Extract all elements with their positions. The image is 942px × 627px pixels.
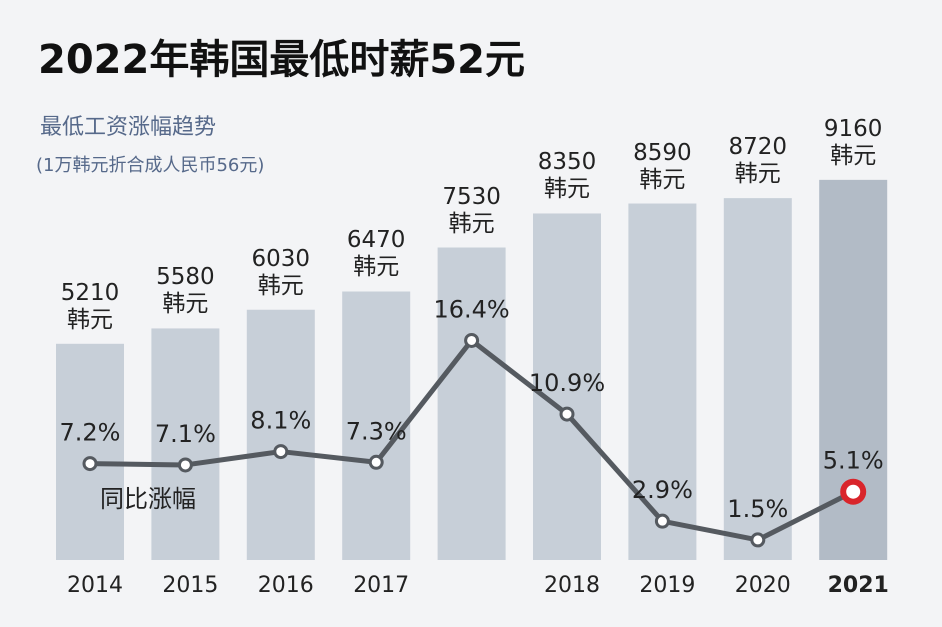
- point-value-label: 5.1%: [823, 447, 884, 475]
- point: [368, 454, 384, 470]
- x-tick-label: 2020: [735, 573, 791, 598]
- point-value-label: 7.1%: [155, 420, 216, 448]
- bar: [533, 213, 601, 560]
- point: [464, 332, 480, 348]
- point-value-label: 7.2%: [60, 419, 121, 447]
- point-value-label: 16.4%: [433, 295, 509, 323]
- point: [840, 478, 867, 505]
- x-tick-label: 2019: [639, 573, 695, 598]
- bar-value-label: 9160 韩元: [823, 115, 883, 169]
- note: (1万韩元折合成人民币56元): [36, 155, 264, 176]
- point: [750, 532, 766, 548]
- point: [82, 456, 98, 472]
- bar-value-label: 7530 韩元: [442, 183, 501, 237]
- x-tick-label: 2015: [162, 573, 218, 598]
- point-value-label: 7.3%: [346, 417, 407, 445]
- bar: [723, 198, 792, 560]
- line-name: 同比涨幅: [100, 485, 196, 513]
- bar-value-label: 6030 韩元: [251, 245, 311, 299]
- point-value-label: 2.9%: [632, 476, 693, 504]
- bar-value-label: 8590 韩元: [633, 139, 692, 193]
- point: [177, 457, 193, 473]
- x-tick-label: 2014: [67, 573, 123, 598]
- bar: [246, 309, 315, 560]
- point: [654, 513, 670, 529]
- point: [273, 444, 289, 460]
- bar: [437, 247, 506, 560]
- x-tick-label: 2018: [544, 573, 600, 598]
- bar-value-label: 5580 韩元: [156, 264, 215, 318]
- bar-value-label: 6470 韩元: [346, 227, 406, 281]
- x-tick-label: 2016: [258, 573, 314, 598]
- point: [559, 406, 575, 422]
- bar-value-label: 8350 韩元: [537, 149, 597, 203]
- bar: [628, 203, 697, 560]
- point-value-label: 8.1%: [250, 407, 311, 435]
- point-value-label: 1.5%: [727, 495, 788, 523]
- bar-value-label: 8720 韩元: [728, 134, 788, 188]
- bar: [151, 328, 220, 560]
- point-value-label: 10.9%: [529, 369, 605, 397]
- bar: [56, 343, 124, 560]
- x-tick-label: 2021: [828, 573, 889, 598]
- chart-title: 2022年韩国最低时薪52元: [38, 37, 525, 83]
- x-tick-label: 2017: [353, 573, 409, 598]
- subtitle: 最低工资涨幅趋势: [40, 115, 216, 140]
- bar-value-label: 5210 韩元: [60, 279, 120, 333]
- bar: [342, 291, 411, 560]
